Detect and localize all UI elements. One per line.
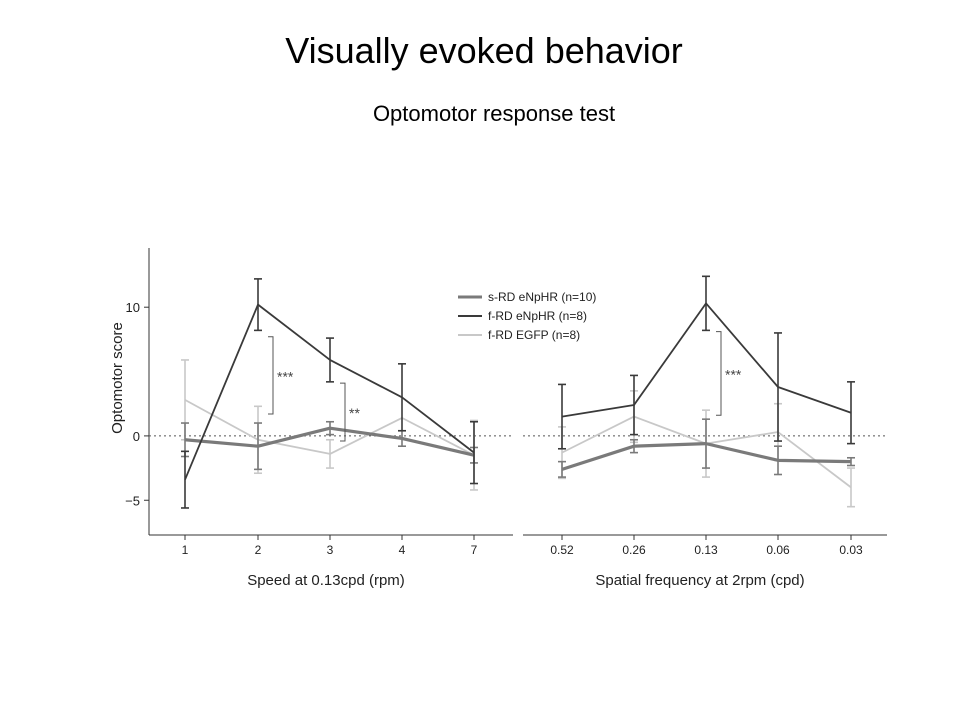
y-tick-label: −5 <box>125 493 140 508</box>
bracket-line <box>268 336 274 415</box>
x-tick-label: 1 <box>182 543 189 557</box>
y-axis-label: Optomotor score <box>109 322 126 434</box>
significance-label: ** <box>349 405 360 421</box>
significance-label: *** <box>725 366 742 382</box>
x-tick-label: 4 <box>399 543 406 557</box>
slide-title: Visually evoked behavior <box>285 30 683 71</box>
legend-label: f-RD EGFP (n=8) <box>488 328 580 342</box>
series-0 <box>558 418 855 478</box>
series-line <box>184 426 475 457</box>
series-line <box>561 302 852 418</box>
x-axis-label: Speed at 0.13cpd (rpm) <box>247 572 405 589</box>
x-tick-label: 3 <box>327 543 334 557</box>
bracket-line <box>340 382 346 442</box>
series-line <box>561 442 852 471</box>
x-tick-label: 0.52 <box>550 543 574 557</box>
right-panel: 0.52 0.26 0.13 0.06 0.03 Spatial frequency at… <box>523 275 887 589</box>
x-tick-label: 0.13 <box>694 543 718 557</box>
slide-subtitle: Optomotor response test <box>372 101 616 126</box>
y-tick-label: 0 <box>133 429 140 444</box>
series-line <box>184 303 475 481</box>
legend-label: s-RD eNpHR (n=10) <box>488 290 596 304</box>
series-1 <box>181 278 478 509</box>
significance-label: *** <box>277 368 294 384</box>
y-tick-label: 10 <box>126 300 140 315</box>
significance-bracket: ** <box>340 382 360 442</box>
x-tick-label: 7 <box>471 543 478 557</box>
x-tick-label: 0.03 <box>839 543 863 557</box>
bracket-line <box>716 331 722 416</box>
significance-bracket: *** <box>716 331 742 416</box>
legend: s-RD eNpHR (n=10) f-RD eNpHR (n=8) f-RD EG… <box>458 290 596 342</box>
x-tick-label: 2 <box>255 543 262 557</box>
x-tick-label: 0.06 <box>766 543 790 557</box>
series-1 <box>558 275 855 450</box>
legend-label: f-RD eNpHR (n=8) <box>488 309 587 323</box>
x-axis-label: Spatial frequency at 2rpm (cpd) <box>595 572 804 589</box>
x-tick-label: 0.26 <box>622 543 646 557</box>
significance-bracket: *** <box>268 336 294 415</box>
series-line <box>184 399 475 457</box>
